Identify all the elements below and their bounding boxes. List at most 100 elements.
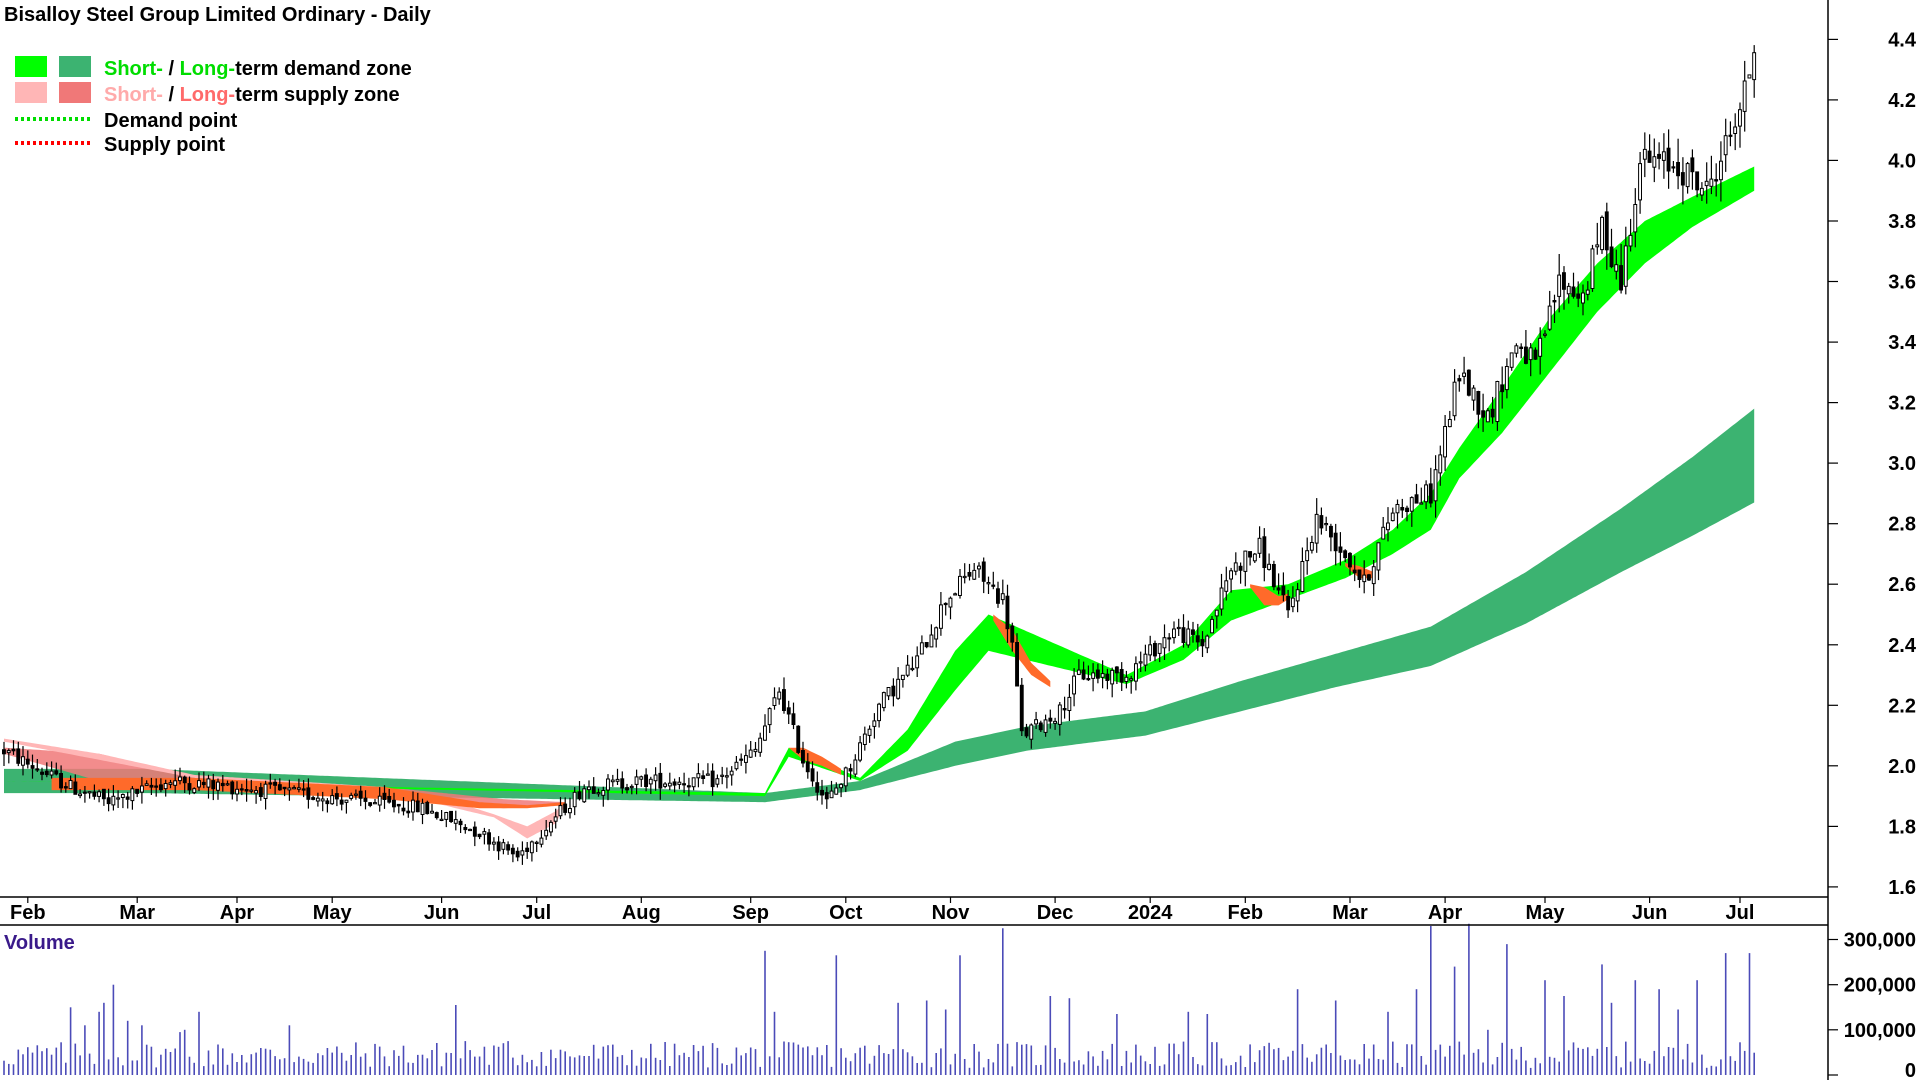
candle bbox=[1333, 523, 1338, 566]
candle-body bbox=[1509, 352, 1514, 368]
candle bbox=[1500, 366, 1505, 409]
candle bbox=[368, 802, 373, 808]
candle-body bbox=[311, 797, 316, 800]
candle-body bbox=[758, 737, 763, 753]
candle bbox=[1547, 290, 1552, 331]
candle bbox=[1457, 374, 1462, 392]
candle bbox=[896, 667, 901, 700]
candle bbox=[1557, 254, 1562, 313]
candle bbox=[1100, 660, 1105, 689]
candle-body bbox=[1471, 387, 1476, 401]
candle-body bbox=[891, 685, 896, 697]
candle-body bbox=[529, 841, 534, 854]
candle-body bbox=[434, 812, 439, 819]
candle bbox=[796, 725, 801, 755]
legend-swatch-short-demand bbox=[15, 56, 47, 77]
candle bbox=[244, 778, 249, 802]
candle-body bbox=[948, 597, 953, 608]
candle bbox=[1153, 640, 1157, 662]
candle bbox=[724, 767, 729, 789]
candle bbox=[658, 763, 663, 800]
candle-body bbox=[534, 841, 539, 844]
candle-body bbox=[149, 784, 154, 788]
candle bbox=[106, 788, 111, 812]
candle-body bbox=[453, 819, 458, 824]
candle bbox=[1319, 507, 1324, 535]
candles-layer bbox=[2, 45, 1757, 865]
candle bbox=[1019, 678, 1024, 736]
x-tick-label: Oct bbox=[829, 902, 863, 924]
candle-body bbox=[1585, 289, 1590, 295]
candle bbox=[239, 783, 244, 796]
candle bbox=[691, 777, 696, 791]
candle-body bbox=[92, 791, 97, 797]
candle-body bbox=[468, 828, 473, 832]
candle bbox=[25, 750, 30, 769]
y-tick-label: 2.4 bbox=[1888, 635, 1917, 657]
candle bbox=[1533, 347, 1538, 360]
candle-body bbox=[881, 692, 886, 709]
candle bbox=[1252, 553, 1257, 563]
candle-body bbox=[591, 786, 596, 794]
candle bbox=[1509, 352, 1514, 371]
candle bbox=[991, 571, 996, 590]
x-tick-label: Nov bbox=[932, 902, 971, 924]
candle bbox=[1186, 620, 1191, 648]
candle bbox=[130, 786, 135, 810]
candle bbox=[900, 674, 905, 688]
candle-body bbox=[163, 783, 168, 790]
candle bbox=[710, 763, 715, 796]
candle-body bbox=[862, 733, 867, 745]
x-tick-label: 2024 bbox=[1128, 902, 1173, 924]
candle-body bbox=[373, 802, 377, 805]
candle-body bbox=[1433, 469, 1438, 502]
candle-body bbox=[1533, 349, 1538, 360]
candle-body bbox=[192, 788, 197, 794]
candle-body bbox=[1443, 426, 1447, 458]
candle bbox=[1590, 244, 1595, 292]
candle-body bbox=[672, 781, 677, 786]
candle-body bbox=[1452, 381, 1457, 417]
candle bbox=[1010, 622, 1015, 652]
candle bbox=[1167, 633, 1172, 652]
candle-body bbox=[1543, 333, 1547, 336]
candle-body bbox=[187, 783, 192, 791]
candle bbox=[1414, 483, 1419, 504]
candle-body bbox=[977, 565, 981, 570]
candle-body bbox=[392, 799, 396, 808]
candle bbox=[197, 772, 201, 792]
candle-body bbox=[1595, 244, 1600, 248]
candle-body bbox=[477, 833, 482, 838]
candle-body bbox=[82, 791, 87, 794]
candle bbox=[753, 742, 758, 757]
candle bbox=[1048, 709, 1053, 729]
candle bbox=[1699, 182, 1704, 201]
candle bbox=[420, 798, 425, 825]
candle-body bbox=[140, 785, 144, 793]
candle-body bbox=[16, 748, 21, 764]
candle-body bbox=[334, 793, 339, 800]
candle-body bbox=[1267, 563, 1271, 570]
candle-body bbox=[1176, 626, 1181, 630]
candle bbox=[187, 776, 192, 795]
candle bbox=[934, 626, 939, 648]
candle-body bbox=[1248, 551, 1252, 558]
candle bbox=[59, 765, 63, 793]
candle bbox=[772, 687, 777, 710]
y-tick-label: 4.0 bbox=[1888, 150, 1916, 172]
candle-body bbox=[1205, 635, 1210, 649]
candle-body bbox=[1257, 537, 1262, 554]
candle bbox=[1267, 553, 1271, 571]
candle-body bbox=[97, 791, 101, 797]
candle-body bbox=[1010, 625, 1015, 643]
candle-body bbox=[1338, 546, 1343, 553]
candle bbox=[653, 767, 658, 791]
candle-body bbox=[1633, 204, 1638, 233]
candle-body bbox=[1191, 629, 1195, 635]
candle bbox=[834, 782, 839, 795]
candle-body bbox=[254, 790, 259, 794]
candle-body bbox=[943, 602, 948, 606]
candle bbox=[1514, 343, 1519, 358]
candle bbox=[734, 756, 739, 771]
candle-body bbox=[886, 687, 891, 697]
